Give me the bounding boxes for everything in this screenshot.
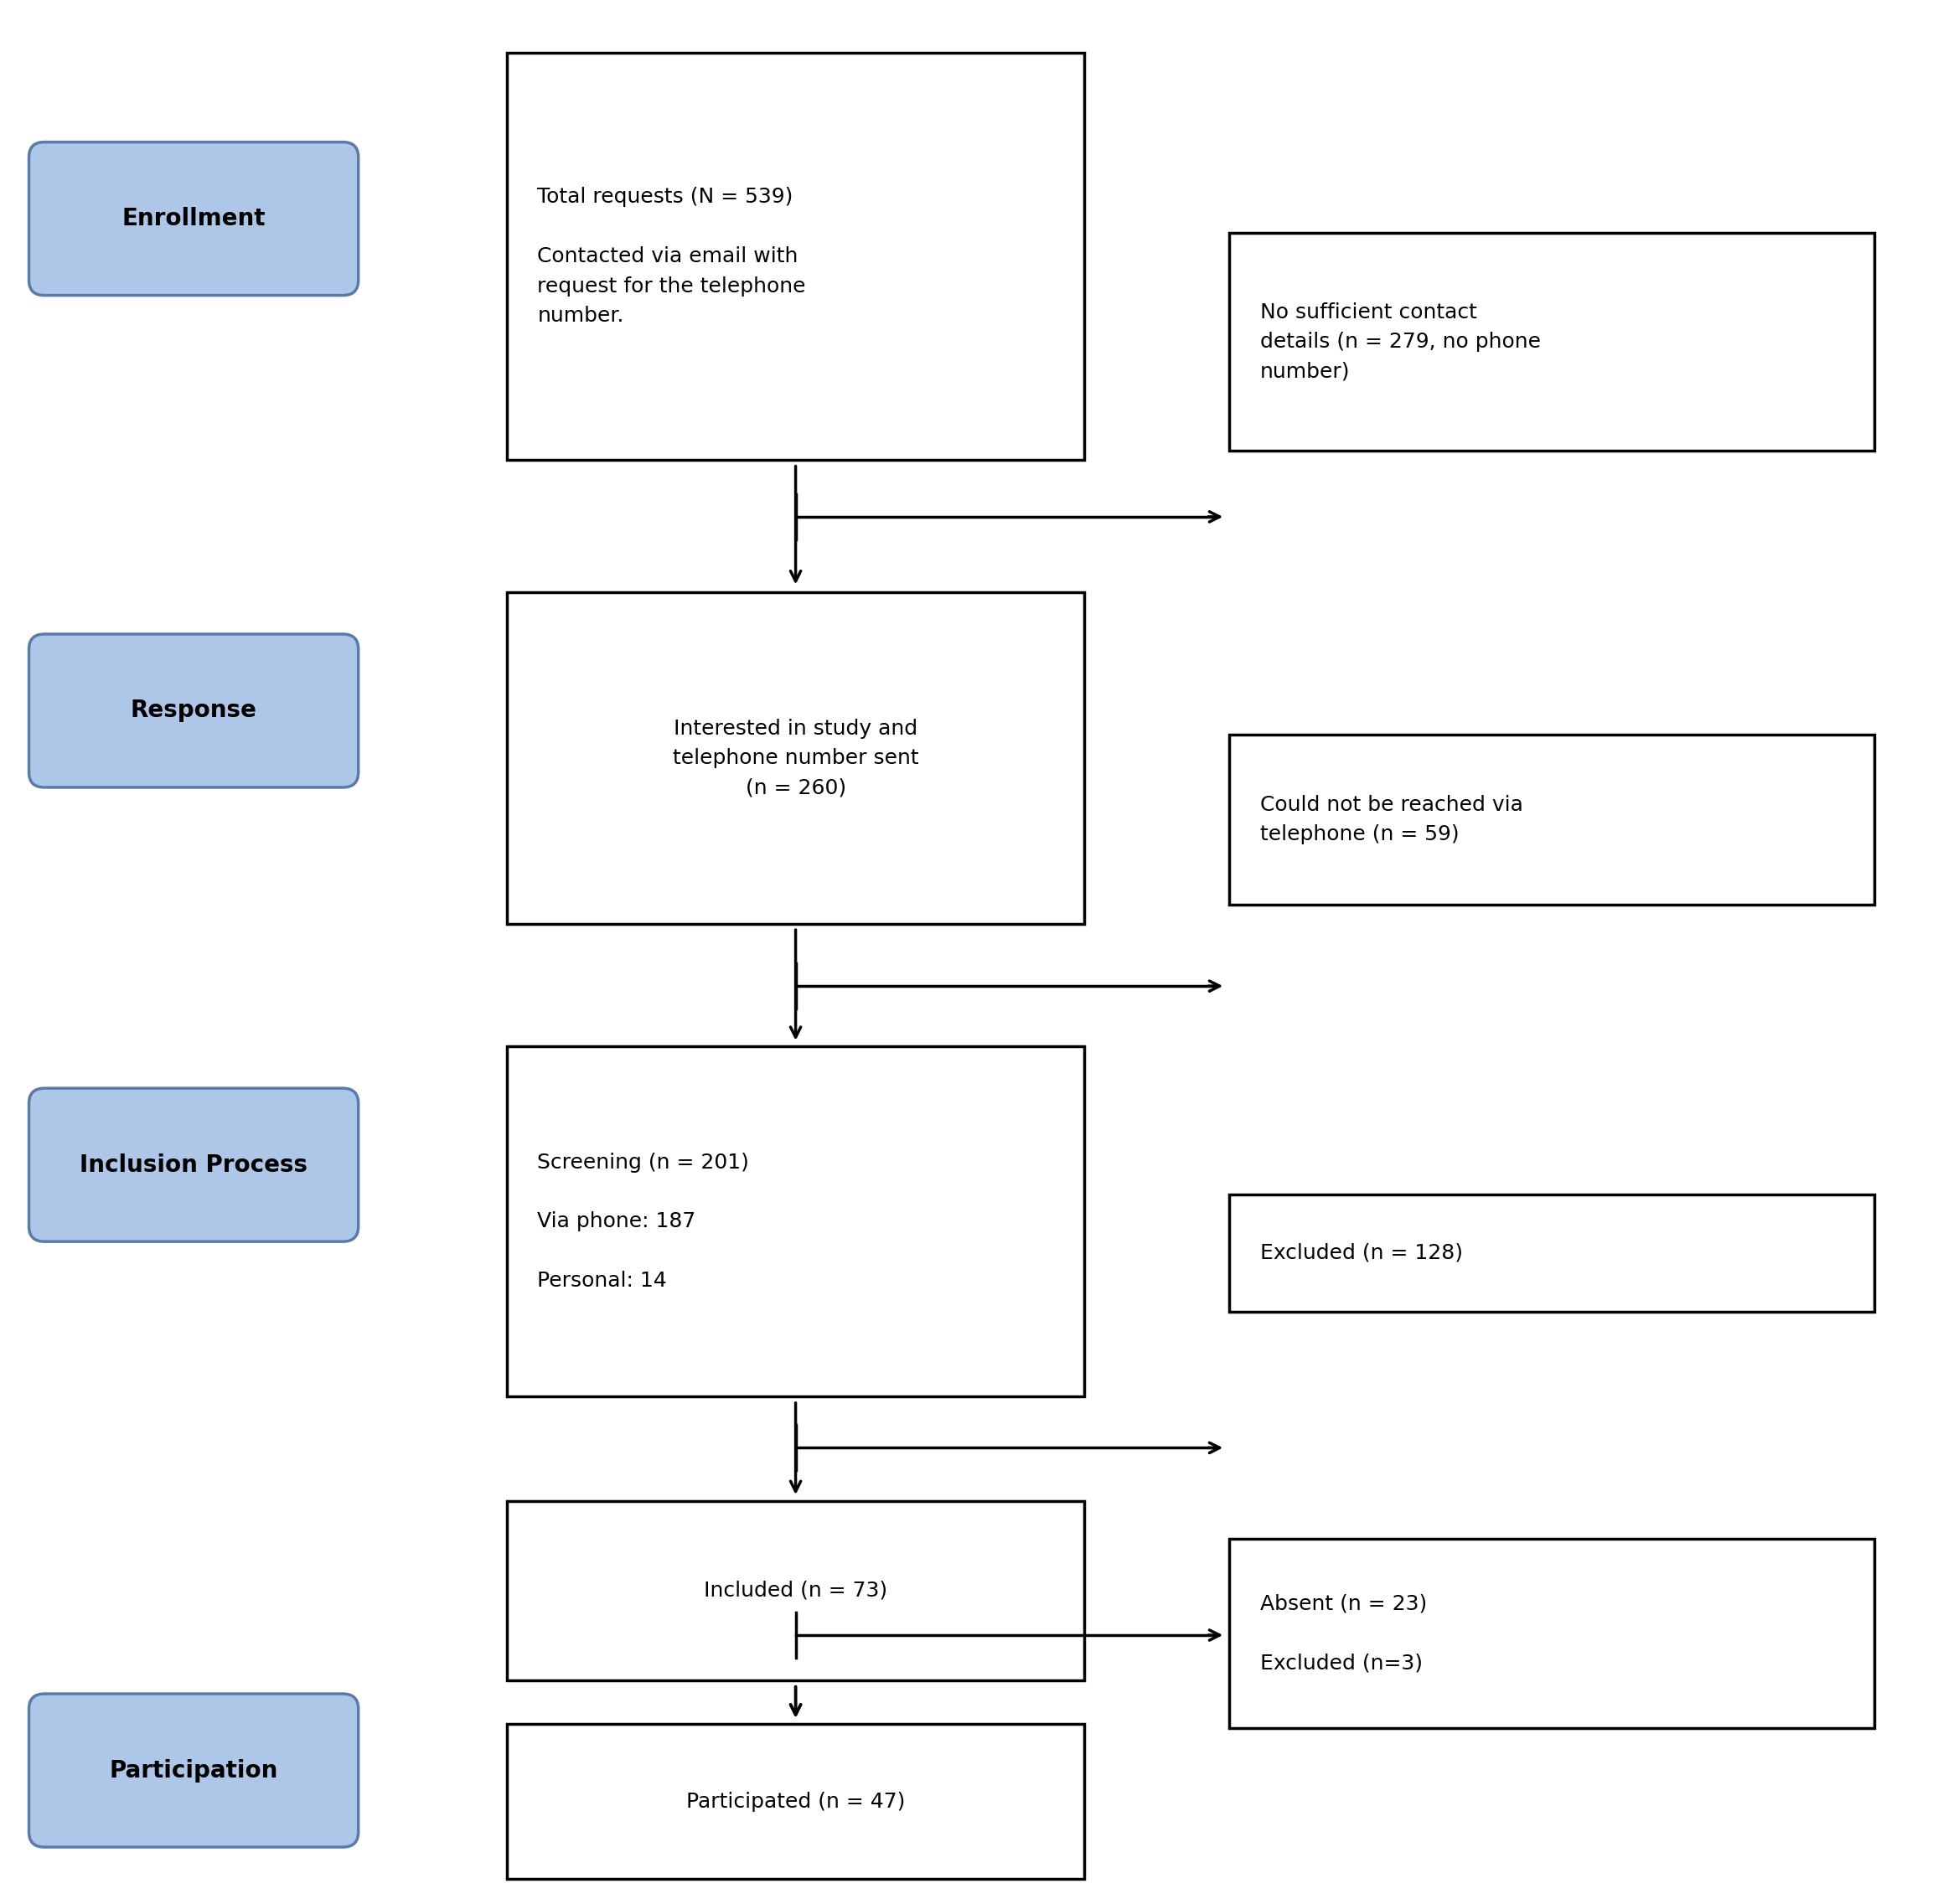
FancyBboxPatch shape [506, 53, 1085, 461]
FancyBboxPatch shape [29, 1695, 359, 1847]
Text: Participation: Participation [109, 1759, 277, 1782]
Text: Excluded (n = 128): Excluded (n = 128) [1260, 1243, 1463, 1262]
FancyBboxPatch shape [506, 592, 1085, 923]
FancyBboxPatch shape [506, 1500, 1085, 1681]
Text: Response: Response [130, 699, 258, 722]
Text: Screening (n = 201)

Via phone: 187

Personal: 14: Screening (n = 201) Via phone: 187 Perso… [537, 1152, 750, 1291]
FancyBboxPatch shape [29, 143, 359, 295]
FancyBboxPatch shape [1229, 1194, 1874, 1312]
Text: Enrollment: Enrollment [122, 208, 266, 230]
Text: Interested in study and
telephone number sent
(n = 260): Interested in study and telephone number… [672, 718, 919, 798]
FancyBboxPatch shape [1229, 1538, 1874, 1727]
Text: Inclusion Process: Inclusion Process [79, 1154, 308, 1177]
Text: Total requests (N = 539)

Contacted via email with
request for the telephone
num: Total requests (N = 539) Contacted via e… [537, 187, 806, 326]
Text: Absent (n = 23)

Excluded (n=3): Absent (n = 23) Excluded (n=3) [1260, 1594, 1426, 1674]
FancyBboxPatch shape [1229, 735, 1874, 904]
Text: Could not be reached via
telephone (n = 59): Could not be reached via telephone (n = … [1260, 794, 1523, 843]
FancyBboxPatch shape [29, 634, 359, 788]
Text: No sufficient contact
details (n = 279, no phone
number): No sufficient contact details (n = 279, … [1260, 303, 1541, 381]
Text: Included (n = 73): Included (n = 73) [703, 1580, 888, 1601]
FancyBboxPatch shape [506, 1725, 1085, 1879]
Text: Participated (n = 47): Participated (n = 47) [686, 1792, 905, 1813]
FancyBboxPatch shape [29, 1089, 359, 1241]
FancyBboxPatch shape [506, 1047, 1085, 1398]
FancyBboxPatch shape [1229, 232, 1874, 451]
